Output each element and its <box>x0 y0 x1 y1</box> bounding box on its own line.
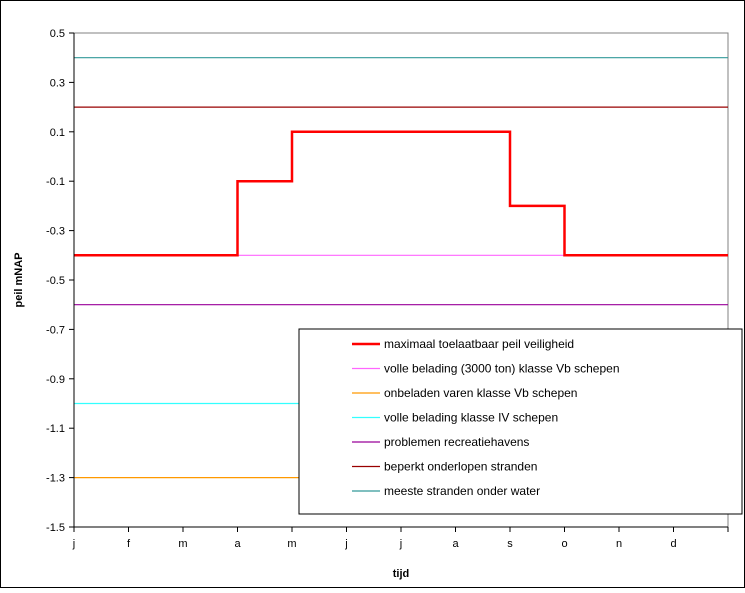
y-tick-label: 0.5 <box>50 28 65 40</box>
x-tick-label: d <box>670 538 676 550</box>
legend-label: maximaal toelaatbaar peil veiligheid <box>384 337 574 351</box>
y-tick-label: -1.5 <box>46 522 65 534</box>
x-tick-label: n <box>616 538 622 550</box>
y-tick-label: 0.3 <box>50 77 65 89</box>
x-tick-label: a <box>452 538 459 550</box>
legend-label: onbeladen varen klasse Vb schepen <box>384 386 577 400</box>
x-tick-label: j <box>344 538 347 550</box>
legend-box <box>298 328 743 515</box>
y-tick-label: -0.7 <box>46 324 65 336</box>
y-tick-label: -1.3 <box>46 473 65 485</box>
x-tick-label: o <box>561 538 567 550</box>
y-tick-label: -1.1 <box>46 423 65 435</box>
x-tick-label: f <box>127 538 131 550</box>
x-tick-label: m <box>178 538 187 550</box>
series-layer <box>74 57 728 479</box>
y-tick-label: -0.9 <box>46 374 65 386</box>
x-axis-title: tijd <box>393 568 410 580</box>
y-tick-label: 0.1 <box>50 127 65 139</box>
legend-label: beperkt onderlopen stranden <box>384 460 537 474</box>
x-tick-label: m <box>287 538 296 550</box>
y-tick-label: -0.5 <box>46 275 65 287</box>
x-tick-label: j <box>399 538 402 550</box>
legend-label: volle belading (3000 ton) klasse Vb sche… <box>384 362 620 376</box>
legend-label: meeste stranden onder water <box>384 484 540 498</box>
series-line-main <box>74 130 728 257</box>
x-tick-label: a <box>234 538 241 550</box>
x-tick-label: j <box>72 538 75 550</box>
x-tick-label: s <box>507 538 513 550</box>
axes-layer: 0.5 0.3 0.1 -0.1 -0.3 -0.5 -0.7 -0.9 -1.1 -1.3 -1.… <box>46 28 729 550</box>
y-axis-title: peil mNAP <box>13 252 25 307</box>
y-tick-label: -0.3 <box>46 226 65 238</box>
legend: maximaal toelaatbaar peil veiligheid voll… <box>298 328 743 515</box>
y-tick-label: -0.1 <box>46 176 65 188</box>
legend-label: problemen recreatiehavens <box>384 435 529 449</box>
legend-label: volle belading klasse IV schepen <box>384 411 558 425</box>
